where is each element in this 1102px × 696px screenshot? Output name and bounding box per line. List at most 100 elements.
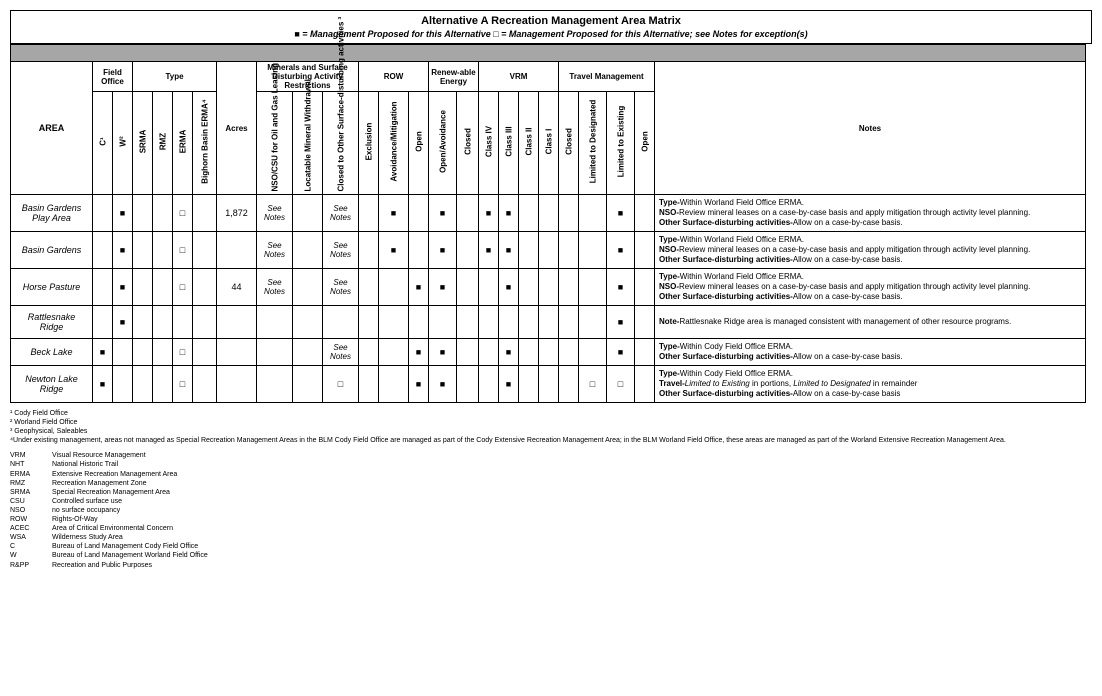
cell-nso bbox=[257, 366, 293, 403]
cell-nso: See Notes bbox=[257, 269, 293, 306]
area-cell: Newton Lake Ridge bbox=[11, 366, 93, 403]
sub-topen: Open bbox=[635, 92, 655, 195]
abbr-val: Bureau of Land Management Cody Field Off… bbox=[52, 542, 1086, 551]
cell-c4: ■ bbox=[479, 195, 499, 232]
abbr-row: CSUControlled surface use bbox=[10, 497, 1086, 506]
cell-rmz bbox=[153, 339, 173, 366]
cell-tClosed bbox=[559, 339, 579, 366]
abbr-row: ROWRights-Of-Way bbox=[10, 515, 1086, 524]
cell-open bbox=[409, 306, 429, 339]
cell-c3: ■ bbox=[499, 269, 519, 306]
abbr-row: NSOno surface occupancy bbox=[10, 506, 1086, 515]
cell-tExist: ■ bbox=[607, 269, 635, 306]
col-row: ROW bbox=[359, 62, 429, 92]
abbr-val: National Historic Trail bbox=[52, 460, 1086, 469]
cell-closedOther: See Notes bbox=[323, 232, 359, 269]
cell-bighorn bbox=[193, 269, 217, 306]
abbr-row: WBureau of Land Management Worland Field… bbox=[10, 551, 1086, 560]
footnote: ³ Geophysical, Saleables bbox=[10, 427, 1092, 436]
cell-srma bbox=[133, 195, 153, 232]
cell-tClosed bbox=[559, 269, 579, 306]
abbr-key: CSU bbox=[10, 497, 52, 506]
footnote: ⁴Under existing management, areas not ma… bbox=[10, 436, 1092, 445]
abbr-val: Extensive Recreation Management Area bbox=[52, 470, 1086, 479]
sub-nso: NSO/CSU for Oil and Gas Leasing bbox=[257, 92, 293, 195]
cell-bighorn bbox=[193, 195, 217, 232]
abbr-val: Controlled surface use bbox=[52, 497, 1086, 506]
cell-tOpen bbox=[635, 339, 655, 366]
cell-openAvoid: ■ bbox=[429, 195, 457, 232]
sub-texist: Limited to Existing bbox=[607, 92, 635, 195]
cell-c bbox=[93, 306, 113, 339]
abbr-key: ERMA bbox=[10, 470, 52, 479]
cell-open bbox=[409, 195, 429, 232]
cell-c2 bbox=[519, 366, 539, 403]
col-vrm: VRM bbox=[479, 62, 559, 92]
cell-c4: ■ bbox=[479, 232, 499, 269]
cell-locatable bbox=[293, 339, 323, 366]
cell-tOpen bbox=[635, 195, 655, 232]
cell-c bbox=[93, 269, 113, 306]
cell-tDesig bbox=[579, 232, 607, 269]
cell-c3: ■ bbox=[499, 195, 519, 232]
abbr-val: no surface occupancy bbox=[52, 506, 1086, 515]
cell-exclusion bbox=[359, 339, 379, 366]
cell-tDesig: □ bbox=[579, 366, 607, 403]
cell-tClosed bbox=[559, 232, 579, 269]
cell-tExist: □ bbox=[607, 366, 635, 403]
notes-cell: Type-Within Cody Field Office ERMA.Other… bbox=[655, 339, 1086, 366]
abbr-val: Recreation and Public Purposes bbox=[52, 561, 1086, 570]
col-area: AREA bbox=[11, 62, 93, 195]
abbr-key: SRMA bbox=[10, 488, 52, 497]
cell-bighorn bbox=[193, 232, 217, 269]
abbr-row: SRMASpecial Recreation Management Area bbox=[10, 488, 1086, 497]
cell-avoid bbox=[379, 339, 409, 366]
cell-closedOther: See Notes bbox=[323, 339, 359, 366]
cell-rmz bbox=[153, 269, 173, 306]
cell-nso bbox=[257, 339, 293, 366]
sub-tclosed: Closed bbox=[559, 92, 579, 195]
sub-c1: Class I bbox=[539, 92, 559, 195]
sub-c3: Class III bbox=[499, 92, 519, 195]
cell-closedOther bbox=[323, 306, 359, 339]
abbr-val: Rights-Of-Way bbox=[52, 515, 1086, 524]
cell-acres bbox=[217, 306, 257, 339]
matrix-table: AREA Field Office Type Acres Minerals an… bbox=[10, 44, 1086, 403]
cell-bighorn bbox=[193, 306, 217, 339]
cell-w: ■ bbox=[113, 269, 133, 306]
sub-c4: Class IV bbox=[479, 92, 499, 195]
notes-cell: Type-Within Cody Field Office ERMA.Trave… bbox=[655, 366, 1086, 403]
cell-tExist: ■ bbox=[607, 306, 635, 339]
sub-c: C¹ bbox=[93, 92, 113, 195]
cell-c1 bbox=[539, 306, 559, 339]
col-renew: Renew-able Energy bbox=[429, 62, 479, 92]
cell-bighorn bbox=[193, 339, 217, 366]
cell-rmz bbox=[153, 195, 173, 232]
cell-open bbox=[409, 232, 429, 269]
cell-openAvoid: ■ bbox=[429, 339, 457, 366]
cell-erma bbox=[173, 306, 193, 339]
abbr-row: CBureau of Land Management Cody Field Of… bbox=[10, 542, 1086, 551]
abbr-val: Area of Critical Environmental Concern bbox=[52, 524, 1086, 533]
cell-exclusion bbox=[359, 269, 379, 306]
abbr-val: Recreation Management Zone bbox=[52, 479, 1086, 488]
table-row: Newton Lake Ridge■□□■■■□□Type-Within Cod… bbox=[11, 366, 1086, 403]
cell-rmz bbox=[153, 366, 173, 403]
group-header-row: AREA Field Office Type Acres Minerals an… bbox=[11, 62, 1086, 92]
cell-erma: □ bbox=[173, 366, 193, 403]
cell-c2 bbox=[519, 339, 539, 366]
cell-w: ■ bbox=[113, 232, 133, 269]
cell-closedOther: □ bbox=[323, 366, 359, 403]
cell-rmz bbox=[153, 232, 173, 269]
cell-c3: ■ bbox=[499, 339, 519, 366]
sub-open: Open bbox=[409, 92, 429, 195]
cell-closed bbox=[457, 195, 479, 232]
cell-nso: See Notes bbox=[257, 195, 293, 232]
footnotes: ¹ Cody Field Office² Worland Field Offic… bbox=[10, 409, 1092, 445]
cell-acres bbox=[217, 339, 257, 366]
cell-w bbox=[113, 366, 133, 403]
cell-c4 bbox=[479, 366, 499, 403]
title-box: Alternative A Recreation Management Area… bbox=[10, 10, 1092, 44]
page-title: Alternative A Recreation Management Area… bbox=[11, 15, 1091, 27]
footnote: ¹ Cody Field Office bbox=[10, 409, 1092, 418]
